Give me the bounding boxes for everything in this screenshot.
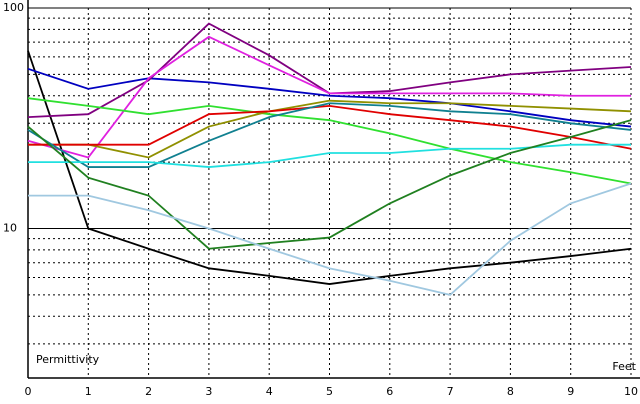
series-line: [27, 97, 632, 185]
series-line: [28, 99, 632, 159]
x-tick-label: 9: [567, 385, 574, 398]
x-tick-label: 6: [386, 385, 393, 398]
series-line: [27, 35, 631, 159]
series-line: [27, 50, 632, 285]
x-axis-label: Feet: [612, 360, 636, 373]
x-tick-label: 2: [145, 385, 152, 398]
series-line: [27, 67, 632, 128]
series-line: [27, 102, 632, 168]
y-tick-label: 10: [3, 222, 17, 235]
x-tick-label: 5: [326, 385, 333, 398]
x-tick-label: 10: [624, 385, 638, 398]
x-tick-label: 3: [205, 385, 212, 398]
series-line: [28, 182, 632, 296]
x-tick-label: 1: [85, 385, 92, 398]
x-tick-label: 4: [266, 385, 273, 398]
series-line: [27, 119, 632, 250]
y-axis-label: Permittivity: [36, 353, 100, 366]
y-tick-label: 100: [3, 1, 24, 14]
x-tick-label: 8: [507, 385, 514, 398]
x-tick-label: 7: [447, 385, 454, 398]
series-line: [28, 104, 632, 150]
x-tick-label: 0: [25, 385, 32, 398]
